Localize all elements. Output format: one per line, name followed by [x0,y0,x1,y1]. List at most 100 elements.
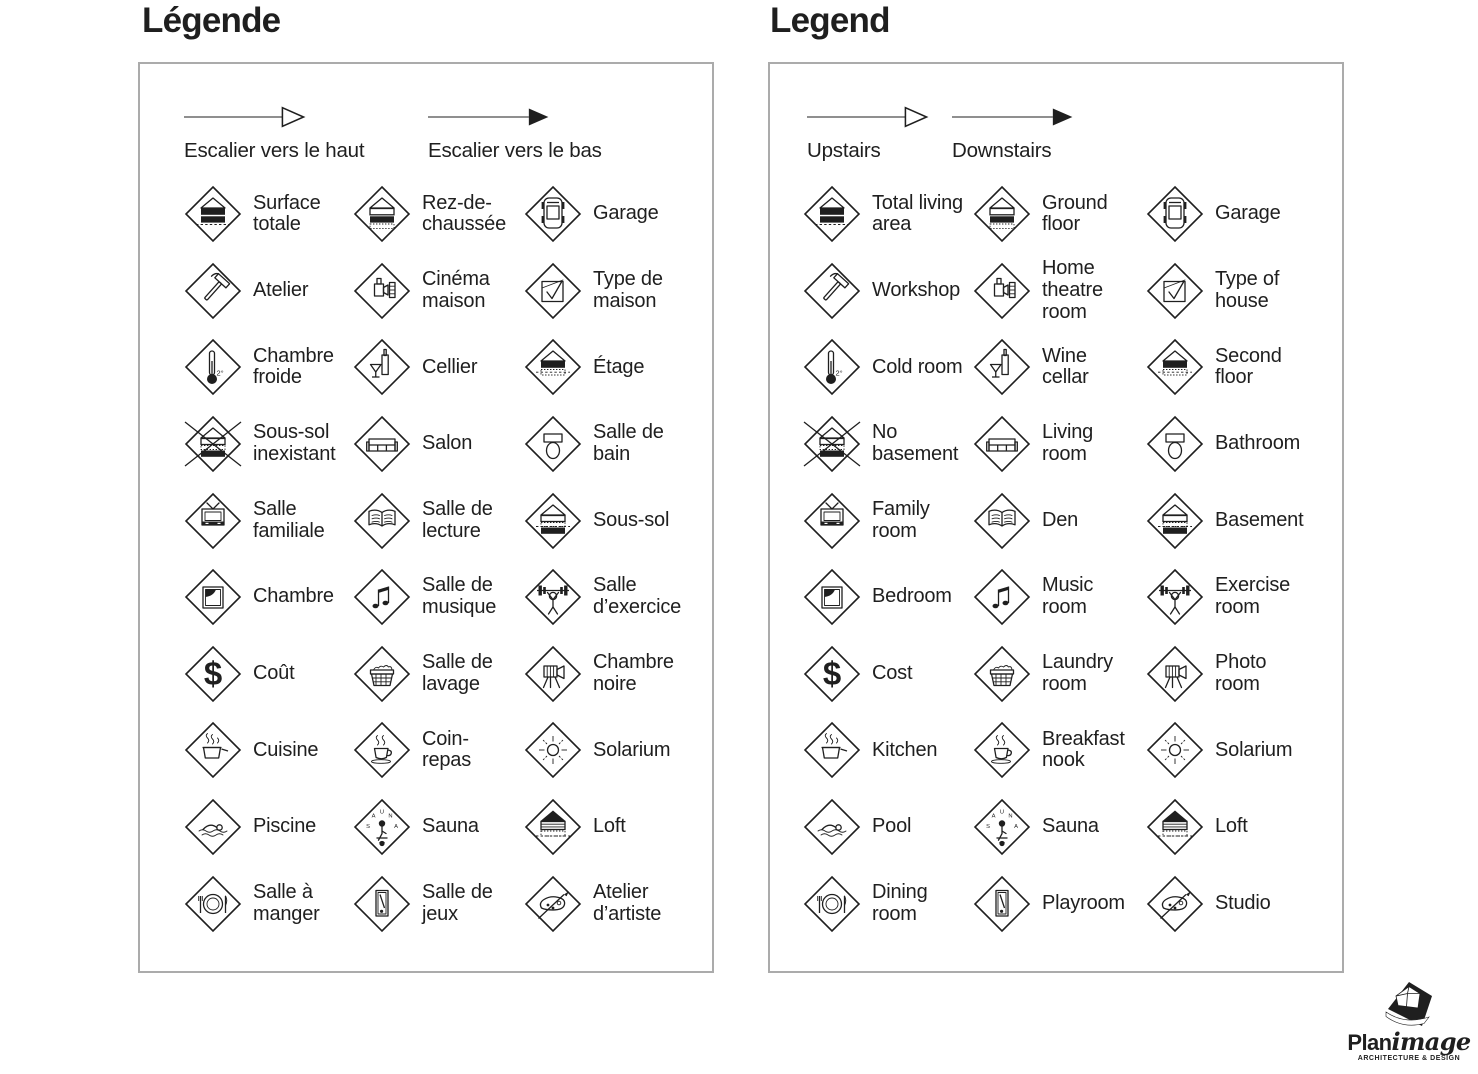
legend-item: Solarium [1146,721,1336,779]
laundry-basket-icon [353,645,411,703]
legend-item: Second floor [1146,338,1336,396]
swimmer-icon [184,798,242,856]
legend-item: Type of house [1146,262,1336,320]
legend-item: Atelier [184,262,353,320]
legend-item: Loft [524,798,714,856]
legend-item: Coin-repas [353,721,524,779]
legend-item: Salle de lecture [353,492,524,550]
legend-item: Cinéma maison [353,262,524,320]
legend-item: S A U N A Sauna [353,798,524,856]
legend-item-label: Type of house [1215,268,1280,312]
legend-item-label: Solarium [593,738,671,761]
house-no-basement-icon [184,415,242,473]
legend-item: No basement [803,415,973,473]
legend-item: Photo room [1146,645,1336,703]
legend-item-label: Laundry room [1042,651,1113,695]
house-second-floor-icon [524,338,582,396]
legend-item-label: Atelier [253,278,309,301]
sun-icon [1146,721,1204,779]
legend-item: 2° Chambre froide [184,338,353,396]
legend-item-label: Cellier [422,355,478,378]
svg-text:A: A [372,814,376,820]
legend-item-label: Wine cellar [1042,344,1089,389]
movie-projector-icon [973,262,1031,320]
legend-item: Workshop [803,262,973,320]
house-basement-icon [1146,492,1204,550]
svg-text:$: $ [823,655,841,692]
legend-item-label: Dining room [872,880,928,925]
arrow-label: Escalier vers le haut [184,139,365,162]
planimage-tagline: ARCHITECTURE & DESIGN [1357,1055,1461,1062]
legend-item-label: Type de maison [593,268,663,312]
legend-item: Playroom [973,875,1146,933]
svg-text:A: A [1014,824,1018,830]
stairs-up-legend-fr: Escalier vers le haut [184,102,365,163]
arrow-label: Upstairs [807,139,881,162]
svg-text:U: U [380,810,384,816]
legend-item: Cuisine [184,721,353,779]
legend-item-label: Second floor [1215,344,1282,389]
music-notes-icon [973,568,1031,626]
legend-item: Bathroom [1146,415,1336,473]
legend-item-label: Salle de musique [422,574,497,619]
legend-title-french: Légende [142,1,281,40]
planimage-wordmark: Planimage [1344,1030,1474,1054]
brand-image: image [1391,1027,1471,1056]
coffee-cup-icon [973,721,1031,779]
legend-item-label: Salle de lavage [422,651,493,695]
house-total-area-icon [803,185,861,243]
legend-item-label: Photo room [1215,651,1267,695]
house-loft-icon [1146,798,1204,856]
legend-item-label: Loft [1215,815,1248,838]
legend-item: Salle à manger [184,875,353,933]
cooking-pot-icon [184,721,242,779]
legend-item: Rez-de-chaussée [353,185,524,243]
open-book-icon [973,492,1031,550]
legend-item-label: Sous-sol [593,508,670,531]
legend-item-label: Chambre noire [593,651,674,695]
sun-icon [524,721,582,779]
legend-item: Total living area [803,185,973,243]
tv-set-icon [184,492,242,550]
legend-item-label: Cold room [872,355,963,378]
legend-item-label: Total living area [872,191,963,236]
legend-item: Salle familiale [184,492,353,550]
legend-item: Salle de musique [353,568,524,626]
tv-set-icon [803,492,861,550]
legend-panel-english: Upstairs Downstairs Total living area Groun… [768,62,1344,973]
legend-item-label: Sauna [422,815,479,838]
legend-item-label: Bedroom [872,585,952,608]
legend-item-label: Surface totale [253,191,321,236]
wine-bottle-glass-icon [353,338,411,396]
legend-item: Ground floor [973,185,1146,243]
barbell-lifter-icon [524,568,582,626]
legend-item-label: Rez-de-chaussée [422,191,507,236]
legend-item: Sous-sol [524,492,714,550]
legend-item: Chambre [184,568,353,626]
legend-item: Loft [1146,798,1336,856]
svg-text:$: $ [204,655,222,692]
paint-palette-icon [524,875,582,933]
legend-item-label: Breakfast nook [1042,727,1125,772]
legend-item-label: Den [1042,508,1079,531]
legend-item-label: Garage [1215,202,1281,225]
legend-panel-french: Escalier vers le haut Escalier vers le ba… [138,62,714,973]
arrow-label: Escalier vers le bas [428,139,602,162]
camera-tripod-icon [1146,645,1204,703]
hammer-icon [803,262,861,320]
legend-item-label: Salle familiale [253,497,325,542]
legend-item-label: Basement [1215,508,1304,531]
legend-item-label: Family room [872,497,930,542]
legend-item-label: Sauna [1042,815,1099,838]
svg-text:A: A [992,814,996,820]
legend-item: Salle de bain [524,415,714,473]
legend-item-label: Music room [1042,574,1094,619]
svg-text:2°: 2° [217,369,224,378]
toilet-icon [1146,415,1204,473]
legend-item-label: Piscine [253,815,317,838]
legend-item: Laundry room [973,645,1146,703]
legend-item: Living room [973,415,1146,473]
legend-item-label: Garage [593,202,659,225]
legend-item-label: Cinéma maison [422,268,490,312]
